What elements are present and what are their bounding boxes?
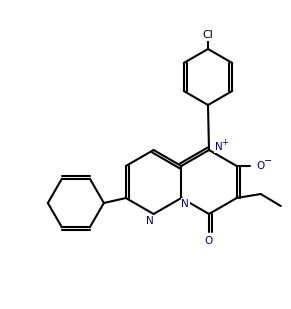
Text: +: + bbox=[221, 138, 228, 146]
Text: Cl: Cl bbox=[203, 30, 213, 40]
Text: O: O bbox=[257, 161, 265, 171]
Text: −: − bbox=[264, 156, 272, 166]
Text: N: N bbox=[215, 142, 223, 152]
Text: N: N bbox=[181, 199, 189, 209]
Text: O: O bbox=[205, 236, 213, 246]
Text: N: N bbox=[146, 216, 153, 226]
